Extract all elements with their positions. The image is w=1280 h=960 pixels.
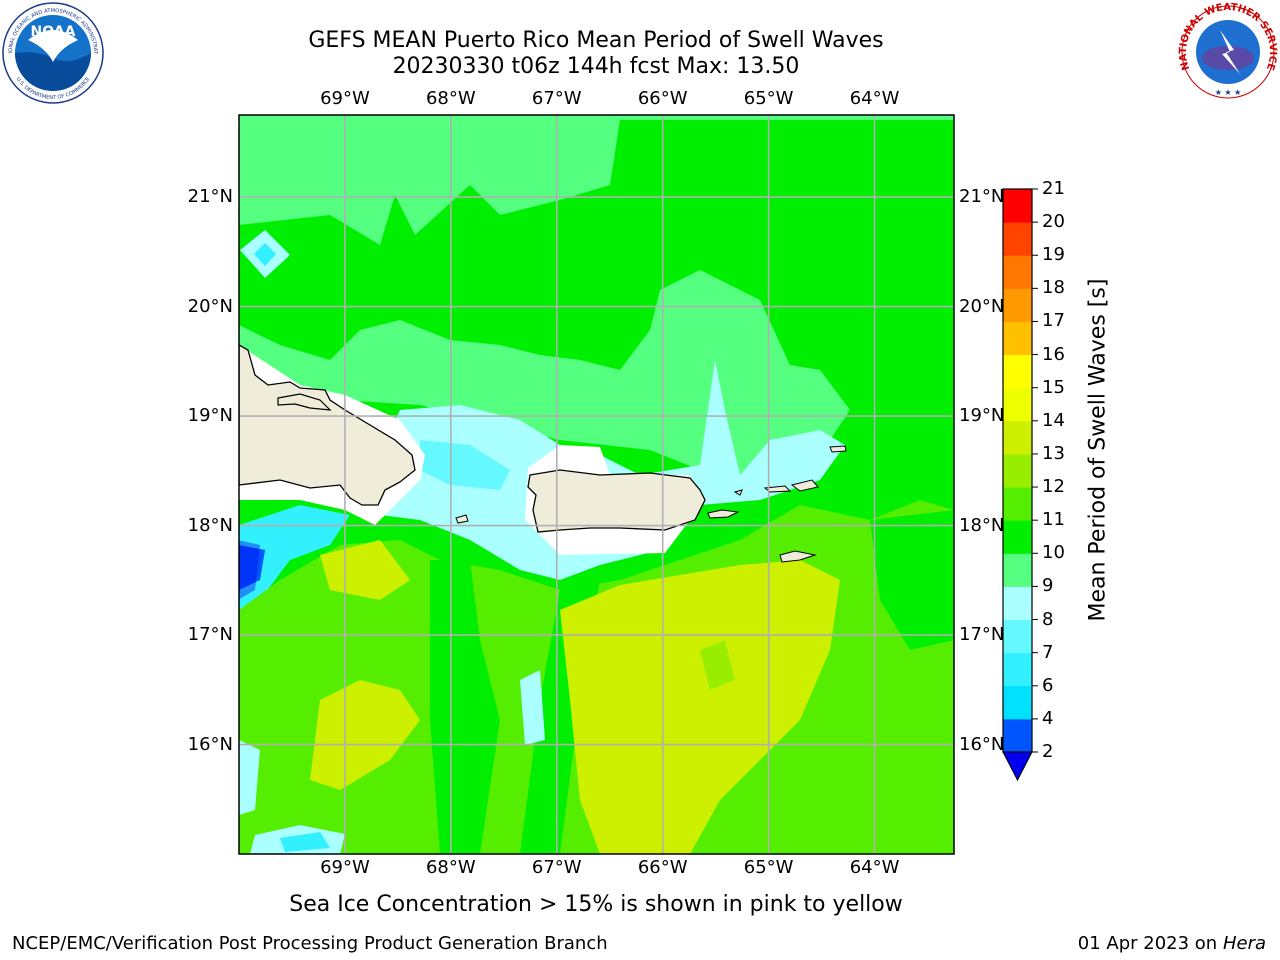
- colorbar-segment: [1003, 354, 1032, 389]
- colorbar-tick-label: 2: [1042, 741, 1054, 762]
- land-st-croix: [779, 550, 817, 563]
- colorbar-tick-label: 7: [1042, 641, 1054, 663]
- lon-label-bottom: 65°W: [743, 857, 794, 878]
- colorbar-segment: [1003, 553, 1032, 587]
- noaa-logo-text: NOAA: [31, 24, 76, 40]
- colorbar-frame: [1002, 188, 1033, 753]
- colorbar-segment: [1003, 222, 1032, 256]
- colorbar-tick-label: 16: [1042, 343, 1065, 365]
- colorbar-tick-label: 14: [1042, 409, 1065, 431]
- lon-label-top: 65°W: [743, 88, 794, 109]
- lat-label-left: 21°N: [187, 186, 233, 208]
- graticule: [239, 115, 954, 854]
- lon-label-bottom: 66°W: [637, 857, 688, 878]
- lat-label-right: 20°N: [959, 295, 1005, 317]
- caption: Sea Ice Concentration > 15% is shown in …: [289, 892, 903, 917]
- lat-label-right: 17°N: [959, 624, 1005, 646]
- field-region-13s-sw: [320, 540, 410, 600]
- nws-logo: NATIONAL WEATHER SERVICE ★ ★ ★: [1178, 2, 1278, 99]
- field-region-6s-west: [239, 505, 350, 610]
- colorbar-tick-label: 15: [1042, 376, 1065, 398]
- land-vieques: [707, 509, 740, 519]
- field-region-9s-central: [239, 270, 850, 480]
- colorbar-tick-label: 13: [1042, 442, 1065, 464]
- colorbar-extend-arrow: [1002, 751, 1033, 782]
- lat-label-right: 21°N: [959, 186, 1005, 208]
- land-anegada: [829, 445, 847, 453]
- land-puerto-rico: [527, 469, 706, 533]
- colorbar-segment: [1003, 288, 1032, 322]
- lon-label-top: 66°W: [637, 88, 688, 109]
- lon-label-top: 69°W: [320, 88, 370, 109]
- colorbar-segment: [1003, 586, 1032, 621]
- colorbar-segment: [1003, 255, 1032, 289]
- lon-label-bottom: 69°W: [320, 857, 370, 878]
- colorbar: [1002, 188, 1038, 782]
- colorbar-segment: [1003, 718, 1032, 753]
- colorbar-segment: [1003, 619, 1032, 654]
- lon-label-bottom: 64°W: [849, 857, 900, 878]
- lon-label-bottom: 68°W: [425, 857, 476, 878]
- chart-title-line2: 20230330 t06z 144h fcst Max: 13.50: [392, 54, 800, 79]
- lat-label-left: 16°N: [187, 733, 233, 755]
- colorbar-segment: [1003, 321, 1032, 356]
- colorbar-tick-label: 19: [1042, 244, 1065, 266]
- lon-label-top: 68°W: [425, 88, 476, 109]
- footer-host: Hera: [1222, 933, 1266, 954]
- lat-label-left: 17°N: [187, 624, 233, 646]
- field-region-9s-north: [239, 115, 954, 245]
- map-frame: [238, 114, 955, 855]
- lat-label-right: 18°N: [959, 514, 1005, 536]
- field-region-13s-south: [560, 560, 840, 854]
- footer-right: 01 Apr 2023 on Hera: [1078, 933, 1266, 954]
- chart-title-line1: GEFS MEAN Puerto Rico Mean Period of Swe…: [308, 28, 884, 53]
- field-region-4s-west: [239, 545, 265, 590]
- colorbar-tick-label: 17: [1042, 310, 1065, 332]
- land-mona-island: [455, 514, 469, 524]
- nws-stars-icon: ★ ★ ★: [1215, 88, 1242, 97]
- colorbar-tick-label: 9: [1042, 575, 1054, 597]
- colorbar-segment: [1003, 189, 1032, 223]
- colorbar-tick-label: 12: [1042, 476, 1065, 498]
- colorbar-tick-label: 20: [1042, 211, 1065, 233]
- lon-label-top: 67°W: [531, 88, 582, 109]
- lat-label-left: 20°N: [187, 295, 233, 317]
- lat-label-left: 18°N: [187, 514, 233, 536]
- lat-label-left: 19°N: [187, 405, 233, 427]
- noaa-logo: NOAA NATIONAL OCEANIC AND ATMOSPHERIC AD…: [0, 0, 104, 104]
- lat-label-right: 19°N: [959, 405, 1005, 427]
- colorbar-tick-label: 18: [1042, 277, 1065, 299]
- colorbar-tick-label: 10: [1042, 542, 1065, 564]
- colorbar-segment: [1003, 685, 1032, 720]
- colorbar-segment: [1003, 453, 1032, 488]
- map-field: [239, 115, 954, 854]
- colorbar-segment: [1003, 420, 1032, 455]
- lon-label-bottom: 67°W: [531, 857, 582, 878]
- colorbar-segment: [1003, 387, 1032, 422]
- footer-left: NCEP/EMC/Verification Post Processing Pr…: [12, 933, 608, 954]
- colorbar-tick-label: 8: [1042, 608, 1054, 630]
- land-tortola: [790, 479, 819, 492]
- colorbar-tick-label: 21: [1042, 178, 1065, 199]
- lon-label-top: 64°W: [849, 88, 900, 109]
- footer-date: 01 Apr 2023 on: [1077, 933, 1223, 954]
- lat-label-right: 16°N: [959, 733, 1005, 755]
- colorbar-segment: [1003, 520, 1032, 554]
- colorbar-segment: [1003, 652, 1032, 687]
- colorbar-tick-label: 6: [1042, 674, 1054, 696]
- land-hispaniola: [239, 344, 416, 506]
- colorbar-label: Mean Period of Swell Waves [s]: [1085, 278, 1111, 622]
- colorbar-tick-label: 4: [1042, 707, 1054, 729]
- colorbar-segment: [1003, 487, 1032, 521]
- colorbar-tick-label: 11: [1042, 509, 1065, 531]
